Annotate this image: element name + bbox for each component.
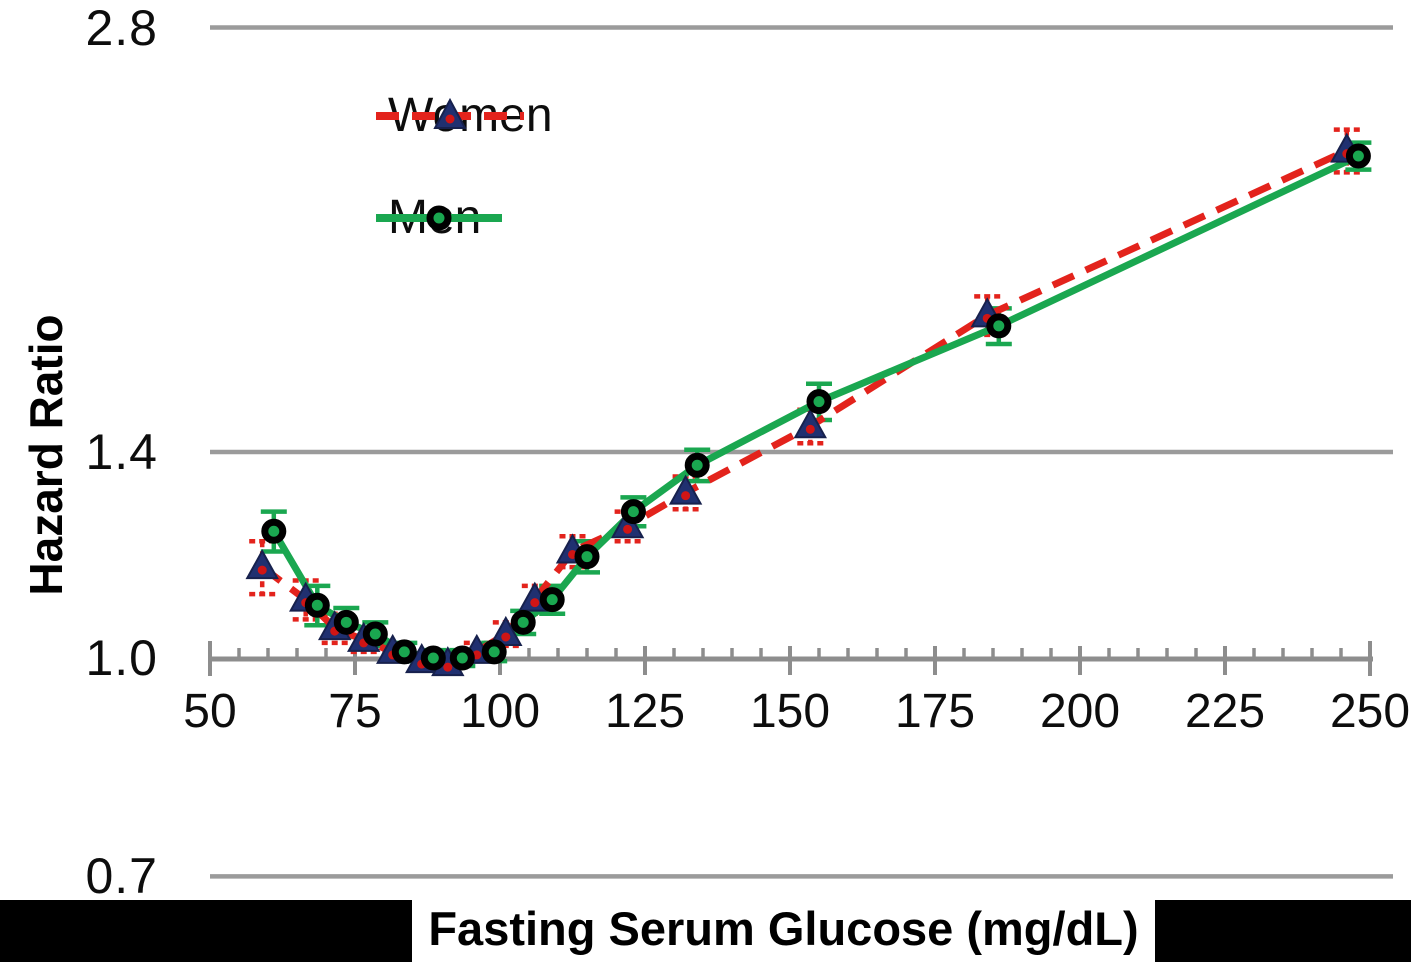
women-marker <box>793 408 827 439</box>
men-marker <box>391 639 417 665</box>
women-marker-dot <box>443 662 453 672</box>
men-marker <box>304 592 330 618</box>
men-marker <box>806 389 832 415</box>
men-marker <box>261 518 287 544</box>
redaction-bar-left <box>0 900 412 962</box>
women-marker <box>668 474 703 505</box>
y-tick-label: 0.7 <box>85 848 158 905</box>
women-marker-dot <box>623 524 633 534</box>
women-marker <box>245 549 279 580</box>
men-marker <box>420 645 446 671</box>
men-marker <box>449 645 475 671</box>
men-marker <box>684 452 710 478</box>
x-tick-label: 250 <box>1329 685 1411 738</box>
women-marker-dot <box>530 598 540 608</box>
x-tick-label: 150 <box>749 685 831 738</box>
x-tick-label: 100 <box>459 685 541 738</box>
x-tick-label: 75 <box>328 685 382 738</box>
men-marker <box>481 639 507 665</box>
men-marker <box>362 621 388 647</box>
x-tick-label: 175 <box>894 685 976 738</box>
men-marker <box>333 609 359 635</box>
women-line-marker-icon <box>376 97 524 129</box>
men-marker <box>1345 143 1371 169</box>
men-marker <box>539 587 565 613</box>
y-tick-label: 1.4 <box>85 423 158 480</box>
men-marker <box>510 609 536 635</box>
men-marker <box>986 313 1012 339</box>
women-marker-dot <box>257 565 267 575</box>
y-tick-label: 2.8 <box>85 0 158 56</box>
redaction-bar-right <box>1155 900 1411 962</box>
x-tick-label: 50 <box>183 685 237 738</box>
x-tick-label: 225 <box>1184 685 1266 738</box>
women-marker-dot <box>805 424 815 434</box>
legend-entry-women: Women <box>374 92 553 140</box>
women-marker <box>489 615 523 646</box>
x-tick-label: 200 <box>1039 685 1121 738</box>
men-line-marker-icon <box>376 205 502 231</box>
y-tick-label: 1.0 <box>85 630 158 686</box>
legend-entry-men: Men <box>374 194 502 242</box>
women-marker-dot <box>501 632 511 642</box>
x-tick-label: 125 <box>604 685 686 738</box>
women-marker-dot <box>681 491 691 501</box>
men-marker <box>574 544 600 570</box>
x-axis-title: Fasting Serum Glucose (mg/dL) <box>428 902 1139 955</box>
men-marker <box>620 499 646 525</box>
